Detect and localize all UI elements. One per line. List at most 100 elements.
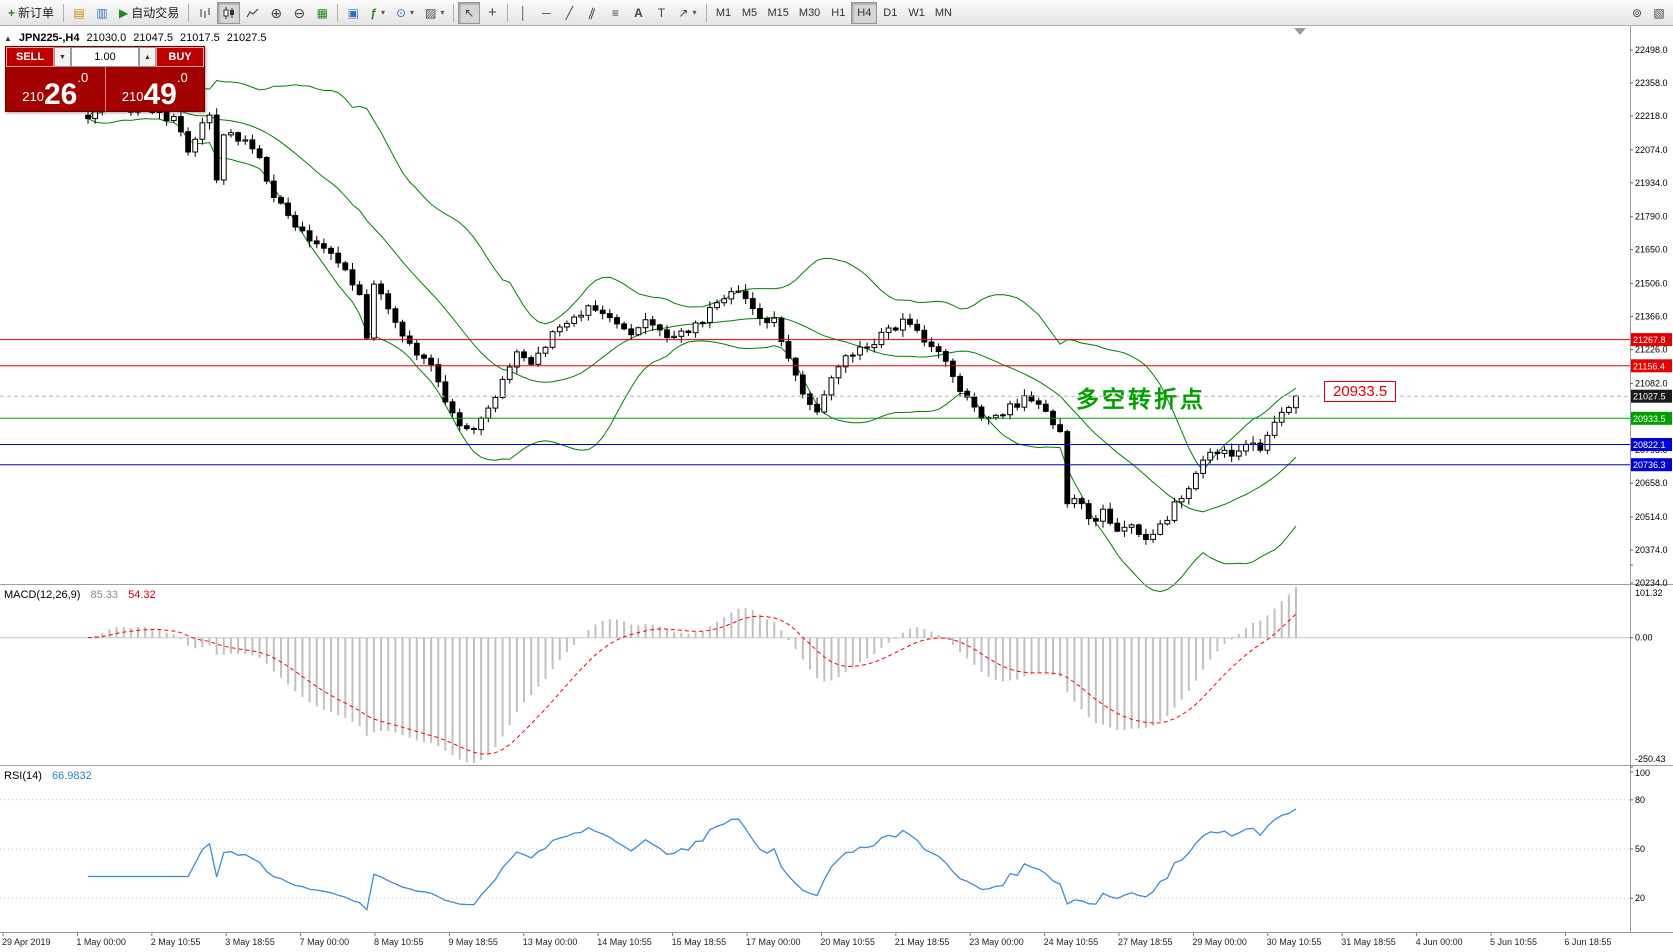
time-axis-label: 3 May 18:55 bbox=[225, 937, 275, 947]
zoom-in-button[interactable]: ⊕ bbox=[265, 2, 287, 24]
volume-up-button[interactable]: ▲ bbox=[139, 47, 156, 67]
collapse-trade-panel-button[interactable]: ▲ bbox=[4, 33, 12, 43]
cursor-icon: ↖ bbox=[464, 5, 475, 20]
templates-button[interactable]: ▨ ▾ bbox=[420, 2, 449, 24]
price-axis-label: 21934.0 bbox=[1635, 178, 1668, 188]
window-list-button[interactable]: ▧ bbox=[1648, 2, 1670, 24]
rsi-value: 66.9832 bbox=[51, 770, 92, 782]
sell-price[interactable]: 210 26.0 bbox=[6, 67, 105, 111]
time-axis-label: 7 May 00:00 bbox=[300, 937, 350, 947]
time-axis-label: 9 May 18:55 bbox=[448, 937, 498, 947]
trade-panel-divider bbox=[104, 67, 106, 111]
macd-axis-label: 101.32 bbox=[1635, 588, 1663, 598]
bar-chart-button[interactable] bbox=[193, 2, 216, 24]
price-axis-label: 21366.0 bbox=[1635, 312, 1668, 322]
rsi-name: RSI(14) bbox=[4, 770, 42, 782]
sell-button[interactable]: SELL bbox=[6, 47, 54, 67]
cursor-button[interactable]: ↖ bbox=[458, 1, 481, 24]
line-chart-icon bbox=[246, 8, 259, 17]
timeframe-mn-button[interactable]: MN bbox=[930, 2, 957, 24]
sell-price-suffix: .0 bbox=[77, 70, 89, 85]
indicators-icon: ƒ bbox=[370, 5, 377, 20]
indicators-button[interactable]: ƒ ▾ bbox=[365, 2, 390, 24]
text-tool-button[interactable]: A bbox=[627, 2, 649, 24]
search-icon: ⊚ bbox=[1631, 5, 1643, 20]
tile-windows-button[interactable]: ▦ bbox=[311, 2, 333, 24]
chart-canvas[interactable]: 22498.0 22358.0 22218.0 22074.0 21934.0 21790… bbox=[0, 26, 1673, 952]
symbol-period-label: JPN225-,H4 bbox=[18, 32, 80, 44]
time-axis-label: 30 May 10:55 bbox=[1267, 937, 1322, 947]
periods-button[interactable]: ⊙ ▾ bbox=[391, 2, 419, 24]
chart-annotation-text: 多空转折点 bbox=[1076, 386, 1206, 412]
volume-up-icon: ▲ bbox=[144, 53, 151, 61]
arrows-tool-button[interactable]: ↗ ▾ bbox=[673, 2, 701, 24]
toolbar-separator bbox=[453, 3, 455, 22]
timeframe-m30-button[interactable]: M30 bbox=[794, 2, 825, 24]
charts-button[interactable]: ▤ bbox=[68, 2, 90, 24]
macd-indicator-label: MACD(12,26,9) 85.33 54.32 bbox=[4, 589, 156, 601]
time-axis-label: 24 May 10:55 bbox=[1044, 937, 1099, 947]
auto-trading-button[interactable]: ▶ 自动交易 bbox=[114, 2, 184, 24]
time-axis-label: 20 May 10:55 bbox=[820, 937, 875, 947]
text-label-button[interactable]: T bbox=[650, 2, 672, 24]
main-toolbar: + 新订单 ▤ ▥ ▶ 自动交易 ⊕ ⊖ ▦ ▣ ƒ ▾ ⊙ ▾ bbox=[0, 0, 1673, 26]
fibonacci-button[interactable]: ≡ bbox=[604, 2, 626, 24]
arrange-windows-button[interactable]: ▣ bbox=[342, 2, 364, 24]
templates-icon: ▨ bbox=[425, 5, 437, 20]
price-axis[interactable] bbox=[1630, 26, 1673, 932]
window-list-icon: ▧ bbox=[1653, 5, 1665, 20]
timeframe-m5-button[interactable]: M5 bbox=[737, 2, 763, 24]
periods-icon: ⊙ bbox=[395, 5, 407, 20]
volume-input[interactable] bbox=[71, 47, 139, 67]
chart-window: 22498.0 22358.0 22218.0 22074.0 21934.0 21790… bbox=[0, 26, 1673, 952]
low-value: 21017.5 bbox=[180, 32, 220, 44]
price-axis-label: 20514.0 bbox=[1635, 512, 1668, 522]
timeframe-m15-button[interactable]: M15 bbox=[763, 2, 794, 24]
dropdown-icon: ▾ bbox=[410, 8, 415, 17]
time-axis-label: 6 Jun 18:55 bbox=[1564, 937, 1611, 947]
close-value: 21027.5 bbox=[226, 32, 267, 44]
toolbar-right-group: ⊚ ▧ bbox=[1626, 2, 1670, 24]
time-axis-label: 1 May 00:00 bbox=[76, 937, 126, 947]
price-axis-label: 21790.0 bbox=[1635, 212, 1668, 222]
vertical-line-button[interactable]: │ bbox=[512, 2, 534, 24]
buy-price[interactable]: 210 49.0 bbox=[106, 67, 205, 111]
timeframe-h4-button[interactable]: H4 bbox=[851, 1, 878, 24]
timeframe-d1-button[interactable]: D1 bbox=[877, 2, 903, 24]
price-tag-text: 21156.4 bbox=[1633, 361, 1665, 371]
time-axis-label: 15 May 18:55 bbox=[672, 937, 727, 947]
zoom-in-icon: ⊕ bbox=[270, 4, 283, 21]
toolbar-separator bbox=[63, 3, 65, 22]
time-axis-label: 5 Jun 10:55 bbox=[1490, 937, 1537, 947]
text-label-icon: T bbox=[657, 5, 666, 20]
new-order-label: 新订单 bbox=[18, 6, 55, 20]
dropdown-icon: ▾ bbox=[692, 8, 697, 17]
sell-price-prefix: 210 bbox=[22, 89, 44, 104]
timeframe-h1-button[interactable]: H1 bbox=[825, 2, 851, 24]
line-chart-button[interactable] bbox=[241, 2, 264, 24]
open-value: 21030.0 bbox=[86, 32, 127, 44]
time-axis[interactable] bbox=[0, 932, 1630, 952]
high-value: 21047.5 bbox=[133, 32, 173, 44]
channel-button[interactable]: ∥ bbox=[581, 2, 603, 24]
price-axis-label: 22498.0 bbox=[1635, 45, 1668, 55]
timeframe-w1-button[interactable]: W1 bbox=[903, 2, 930, 24]
horizontal-line-button[interactable]: ─ bbox=[535, 2, 557, 24]
volume-down-button[interactable]: ▼ bbox=[54, 47, 71, 67]
price-tag bbox=[1631, 359, 1672, 373]
buy-button[interactable]: BUY bbox=[156, 47, 204, 67]
timeframe-m1-button[interactable]: M1 bbox=[711, 2, 737, 24]
zoom-out-button[interactable]: ⊖ bbox=[288, 2, 310, 24]
search-button[interactable]: ⊚ bbox=[1626, 2, 1648, 24]
trend-line-button[interactable]: ╱ bbox=[558, 2, 580, 24]
new-order-button[interactable]: + 新订单 bbox=[3, 2, 59, 24]
auto-trading-label: 自动交易 bbox=[131, 6, 180, 20]
profiles-button[interactable]: ▥ bbox=[91, 2, 113, 24]
time-axis-label: 21 May 18:55 bbox=[895, 937, 950, 947]
toolbar-separator bbox=[705, 3, 707, 22]
candlestick-chart-button[interactable] bbox=[217, 1, 241, 24]
time-axis-label: 27 May 18:55 bbox=[1118, 937, 1173, 947]
fibonacci-icon: ≡ bbox=[611, 5, 619, 20]
crosshair-button[interactable]: + bbox=[481, 2, 503, 24]
